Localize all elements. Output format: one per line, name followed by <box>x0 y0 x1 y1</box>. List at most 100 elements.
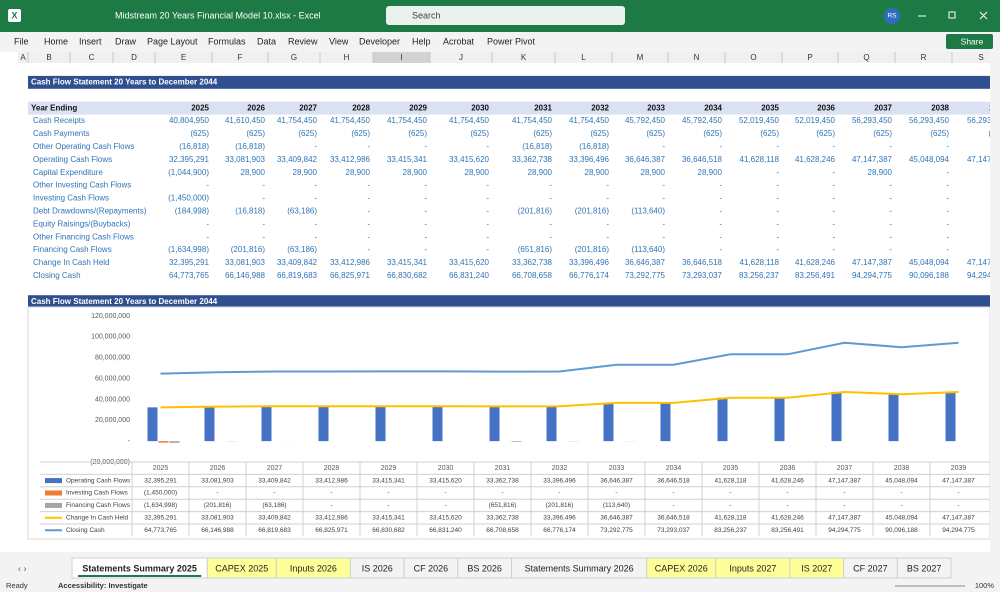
cell-value: - <box>486 181 489 190</box>
menu-item[interactable]: Developer <box>359 36 400 46</box>
data-table-value: 73,293,037 <box>657 527 690 534</box>
section-title: Cash Flow Statement 20 Years to December… <box>31 77 218 86</box>
column-header: F <box>238 53 243 62</box>
cell-value: 47,147,387 <box>852 258 893 267</box>
cell-value: - <box>719 142 722 151</box>
cell-value: 28,900 <box>293 168 318 177</box>
bar <box>319 406 329 441</box>
cell-value: (16,818) <box>235 142 265 151</box>
menu-item[interactable]: File <box>14 36 29 46</box>
cell-value: - <box>662 194 665 203</box>
menu-item[interactable]: Help <box>412 36 431 46</box>
cell-value: 41,754,450 <box>512 116 553 125</box>
data-table-value: - <box>330 502 332 509</box>
cell-value: - <box>367 206 370 215</box>
menu-item[interactable]: Draw <box>115 36 137 46</box>
cell-value: - <box>946 245 949 254</box>
x-tick-label: 2029 <box>381 465 397 472</box>
x-tick-label: 2032 <box>552 465 568 472</box>
year-header: 2035 <box>761 103 779 112</box>
year-header: 2033 <box>647 103 665 112</box>
sheet-tab-label: BS 2027 <box>907 563 942 573</box>
cell-value: - <box>776 168 779 177</box>
cell-value: 66,830,682 <box>387 271 428 280</box>
cell-value: - <box>424 219 427 228</box>
tab-nav[interactable]: ‹ › <box>18 563 27 573</box>
cell-value: (625) <box>533 129 552 138</box>
cell-value: 41,628,246 <box>795 258 836 267</box>
data-table-value: - <box>900 490 902 497</box>
data-table-value: 33,396,496 <box>543 515 576 522</box>
x-tick-label: 2027 <box>267 465 283 472</box>
column-header: A <box>20 53 26 62</box>
cell-value: - <box>486 142 489 151</box>
data-table-value: 33,081,903 <box>201 477 234 484</box>
bar <box>889 394 899 441</box>
menu-item[interactable]: Home <box>44 36 68 46</box>
cell-value: - <box>662 219 665 228</box>
bar <box>512 441 522 442</box>
data-table-value: 36,646,387 <box>600 477 633 484</box>
menu-item[interactable]: Formulas <box>208 36 246 46</box>
cell-value: (184,998) <box>175 206 210 215</box>
sheet-tab-label: CAPEX 2026 <box>655 563 708 573</box>
data-table-value: 66,776,174 <box>543 527 576 534</box>
cell-value: (651,816) <box>518 245 553 254</box>
menu-item[interactable]: Page Layout <box>147 36 198 46</box>
cell-value: 33,412,986 <box>330 155 371 164</box>
sheet-tab-label: Statements Summary 2026 <box>525 563 634 573</box>
cell-value: - <box>367 245 370 254</box>
cell-value: 45,048,094 <box>909 155 950 164</box>
cell-value: - <box>367 219 370 228</box>
cell-value: - <box>719 181 722 190</box>
cell-value: - <box>206 232 209 241</box>
menu-item[interactable]: Acrobat <box>443 36 475 46</box>
column-header: C <box>89 53 95 62</box>
x-tick-label: 2028 <box>324 465 340 472</box>
x-tick-label: 2026 <box>210 465 226 472</box>
menu-item[interactable]: Data <box>257 36 276 46</box>
column-header: E <box>181 53 186 62</box>
cell-value: - <box>946 181 949 190</box>
year-header: 2027 <box>299 103 317 112</box>
cell-value: 41,754,450 <box>277 116 318 125</box>
cell-value: 41,628,118 <box>740 155 780 164</box>
data-table-value: 66,825,971 <box>315 527 348 534</box>
cell-value: - <box>889 206 892 215</box>
cell-value: - <box>549 194 552 203</box>
bar <box>262 406 272 441</box>
cell-value: - <box>606 219 609 228</box>
cell-value: 52,019,450 <box>739 116 780 125</box>
vertical-scrollbar[interactable] <box>990 52 1000 552</box>
bar <box>604 403 614 441</box>
window-title: Midstream 20 Years Financial Model 10.xl… <box>115 10 321 20</box>
data-table-value: 83,256,491 <box>771 527 804 534</box>
year-header: 2029 <box>409 103 427 112</box>
data-table-value: 32,395,291 <box>144 477 177 484</box>
y-tick-label: 60,000,000 <box>95 375 130 382</box>
row-label: Debt Drawdowns/(Repayments) <box>33 206 147 215</box>
cell-value: 33,396,496 <box>569 258 610 267</box>
cell-value: 28,900 <box>585 168 610 177</box>
x-tick-label: 2035 <box>723 465 739 472</box>
cell-value: - <box>367 232 370 241</box>
x-tick-label: 2030 <box>438 465 454 472</box>
menu-item[interactable]: View <box>329 36 349 46</box>
cell-value: - <box>889 181 892 190</box>
menu-item[interactable]: Power Pivot <box>487 36 536 46</box>
column-header: Q <box>863 53 869 62</box>
cell-value: (113,640) <box>631 245 665 254</box>
menu-item[interactable]: Review <box>288 36 318 46</box>
x-tick-label: 2036 <box>780 465 796 472</box>
cell-value: - <box>662 181 665 190</box>
data-table-value: 33,081,903 <box>201 515 234 522</box>
cell-value: 36,646,518 <box>682 258 723 267</box>
status-accessibility[interactable]: Accessibility: Investigate <box>58 581 148 590</box>
column-header: M <box>637 53 644 62</box>
cell-value: - <box>606 181 609 190</box>
data-table-value: (651,816) <box>489 502 517 509</box>
cell-value: 28,900 <box>528 168 553 177</box>
menu-item[interactable]: Insert <box>79 36 102 46</box>
cell-value: - <box>486 219 489 228</box>
